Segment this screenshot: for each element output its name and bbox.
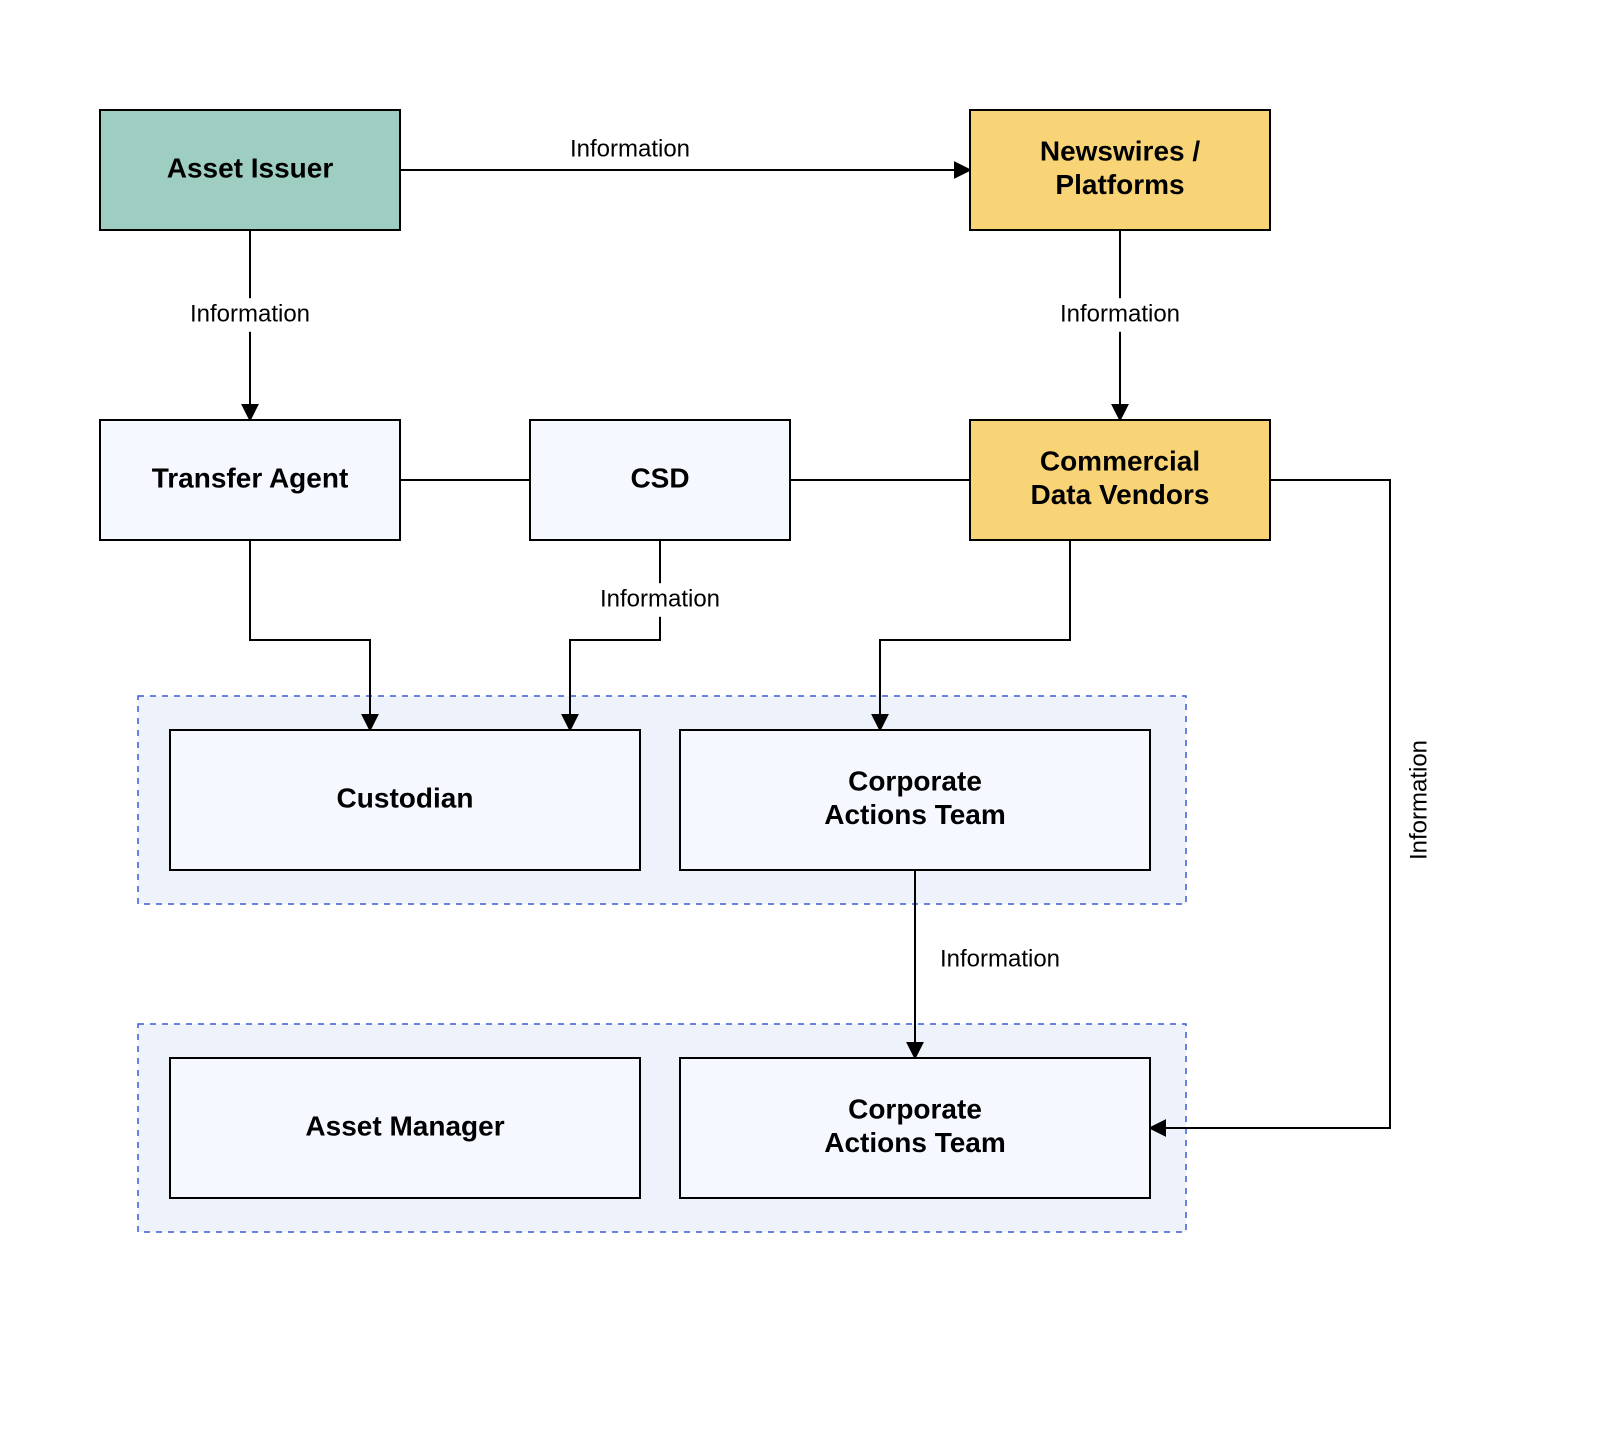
node-label-cat-1: Actions Team <box>824 799 1006 830</box>
svg-text:Information: Information <box>190 300 310 327</box>
svg-text:Information: Information <box>1405 740 1432 860</box>
flowchart-canvas: Asset Issuer Newswires /Platforms Transfer… <box>0 0 1600 1438</box>
edge-label-e-cat1-cat2: Information <box>940 945 1060 972</box>
edge-label-e-newswires-vendors: Information <box>1041 298 1198 332</box>
node-label-cat-1: Corporate <box>848 766 982 797</box>
svg-text:Information: Information <box>600 585 720 612</box>
edge-label-e-issuer-transfer: Information <box>171 298 328 332</box>
node-label-cat-2: Actions Team <box>824 1127 1006 1158</box>
svg-text:Information: Information <box>940 945 1060 972</box>
edge-label-e-vendors-cat2: Information <box>1405 740 1432 860</box>
node-label-cat-2: Corporate <box>848 1094 982 1125</box>
node-label-newswires: Platforms <box>1055 169 1184 200</box>
node-label-custodian: Custodian <box>337 782 474 813</box>
node-label-asset-manager: Asset Manager <box>305 1110 504 1141</box>
node-label-asset-issuer: Asset Issuer <box>167 152 334 183</box>
node-label-newswires: Newswires / <box>1040 136 1201 167</box>
svg-text:Information: Information <box>570 135 690 162</box>
svg-text:Information: Information <box>1060 300 1180 327</box>
node-label-transfer-agent: Transfer Agent <box>152 462 349 493</box>
node-label-commercial-vendors: Data Vendors <box>1031 479 1210 510</box>
node-label-commercial-vendors: Commercial <box>1040 446 1200 477</box>
edge-label-e-issuer-newswires: Information <box>570 135 690 162</box>
node-label-csd: CSD <box>630 462 689 493</box>
edge-label-e-csd-down: Information <box>581 583 738 617</box>
